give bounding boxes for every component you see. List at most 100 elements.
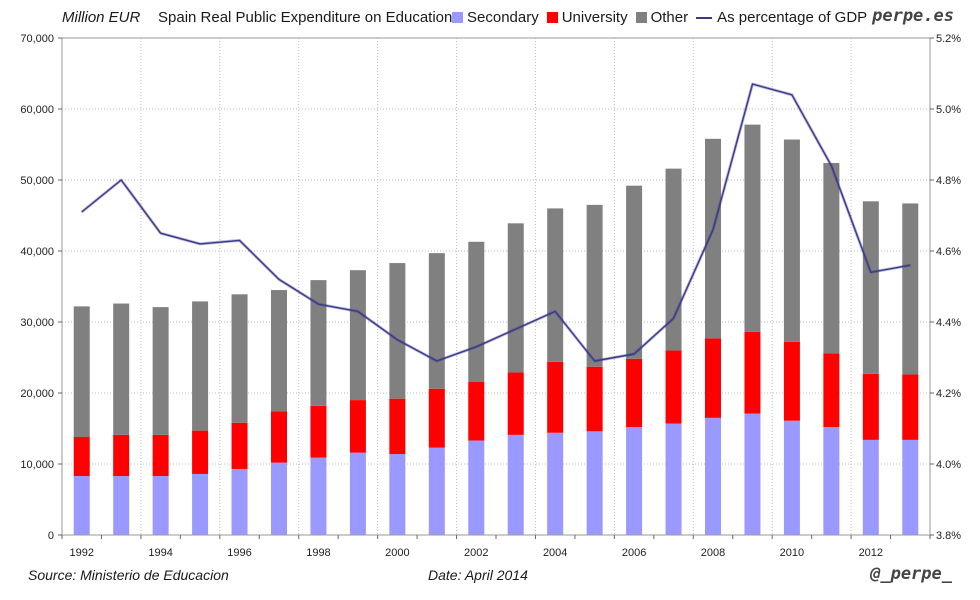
- gdp-line-path: [81, 83, 911, 362]
- bar-segment-university: [192, 430, 209, 474]
- axes: [58, 37, 934, 539]
- bar-segment-other: [665, 168, 682, 351]
- x-tick-label: 1996: [227, 547, 251, 559]
- bar-segment-university: [902, 374, 919, 440]
- tick-labels: 0 10,000 20,000 30,000 40,000 50,000 60,000 70,…: [20, 33, 961, 559]
- bar-segment-university: [468, 381, 485, 441]
- legend: Secondary University Other As percentage…: [452, 9, 875, 26]
- bar-segment-university: [231, 422, 248, 469]
- bar-segment-secondary: [665, 423, 682, 535]
- x-tick-label: 2006: [622, 547, 646, 559]
- bar-segment-secondary: [113, 476, 130, 535]
- y-tick-label: 30,000: [20, 317, 54, 329]
- bar-segment-secondary: [902, 439, 919, 535]
- x-tick-label: 2012: [859, 547, 883, 559]
- x-tick-label: 1998: [306, 547, 330, 559]
- y-tick-label: 10,000: [20, 459, 54, 471]
- legend-item-secondary: Secondary: [452, 9, 539, 26]
- brand-logo: perpe.es: [872, 6, 954, 26]
- bar-segment-other: [192, 301, 209, 431]
- bar-segment-other: [389, 263, 406, 399]
- bar-segment-other: [349, 270, 366, 401]
- bar-segment-secondary: [507, 434, 524, 535]
- bar-segment-secondary: [823, 427, 840, 535]
- x-tick-label: 1992: [69, 547, 93, 559]
- bar-segment-secondary: [73, 476, 90, 535]
- bar-segment-secondary: [271, 462, 287, 535]
- bar-segment-university: [152, 434, 169, 477]
- bar-segment-secondary: [862, 439, 879, 535]
- y2-tick-label: 5.0%: [936, 104, 961, 116]
- bar-segment-other: [547, 208, 564, 362]
- bars: [73, 124, 919, 535]
- legend-swatch-university: [546, 12, 558, 23]
- y2-tick-label: 4.8%: [936, 175, 961, 187]
- bar-segment-other: [823, 162, 840, 354]
- legend-label-university: University: [561, 9, 628, 26]
- legend-label-gdp: As percentage of GDP: [717, 9, 868, 26]
- legend-item-university: University: [546, 9, 628, 26]
- x-tick-label: 2008: [701, 547, 725, 559]
- y-tick-label: 40,000: [20, 246, 54, 258]
- bar-segment-university: [113, 434, 130, 477]
- y2-tick-label: 4.0%: [936, 459, 961, 471]
- bar-segment-university: [586, 366, 603, 432]
- bar-segment-secondary: [783, 420, 800, 535]
- legend-swatch-gdp: [696, 16, 713, 19]
- y2-tick-label: 4.4%: [936, 317, 961, 329]
- date-note: Date: April 2014: [428, 567, 528, 583]
- legend-label-secondary: Secondary: [467, 9, 539, 26]
- bar-segment-other: [862, 201, 879, 374]
- bar-segment-secondary: [705, 417, 721, 535]
- x-tick-label: 2000: [385, 547, 409, 559]
- bar-segment-university: [349, 400, 366, 453]
- y2-tick-label: 4.6%: [936, 246, 961, 258]
- bar-segment-other: [310, 280, 327, 406]
- bar-segment-other: [152, 307, 169, 435]
- bar-segment-university: [73, 437, 90, 477]
- bar-segment-other: [73, 306, 90, 438]
- bar-segment-other: [744, 124, 761, 332]
- bar-segment-other: [428, 253, 445, 389]
- source-note: Source: Ministerio de Educacion: [28, 567, 229, 583]
- bar-segment-other: [705, 138, 721, 339]
- bar-segment-other: [626, 185, 643, 359]
- x-tick-label: 2004: [543, 547, 567, 559]
- bar-segment-other: [507, 223, 524, 373]
- chart-title: Spain Real Public Expenditure on Educati…: [158, 9, 453, 26]
- y-tick-label: 70,000: [20, 33, 54, 45]
- legend-swatch-other: [635, 12, 647, 23]
- bar-segment-other: [783, 139, 800, 342]
- bar-segment-university: [744, 331, 761, 414]
- bar-segment-other: [902, 203, 919, 375]
- bar-segment-university: [547, 361, 564, 433]
- bar-segment-university: [862, 373, 879, 440]
- bar-segment-secondary: [586, 431, 603, 535]
- bar-segment-other: [468, 241, 485, 382]
- x-tick-label: 2010: [780, 547, 804, 559]
- y2-tick-label: 4.2%: [936, 388, 961, 400]
- bar-segment-university: [783, 341, 800, 421]
- y-tick-label: 0: [48, 530, 54, 542]
- bar-segment-secondary: [349, 452, 366, 535]
- y-axis-unit-label: Million EUR: [62, 9, 141, 26]
- bar-segment-university: [389, 398, 406, 455]
- bar-segment-university: [665, 350, 682, 424]
- legend-item-other: Other: [635, 9, 688, 26]
- bar-segment-secondary: [231, 468, 248, 535]
- x-tick-label: 1994: [148, 547, 172, 559]
- author-handle: @_perpe_: [870, 564, 952, 584]
- bar-segment-university: [823, 353, 840, 428]
- y-tick-label: 20,000: [20, 388, 54, 400]
- y2-tick-label: 5.2%: [936, 33, 961, 45]
- bar-segment-university: [626, 358, 643, 428]
- y-tick-label: 60,000: [20, 104, 54, 116]
- bar-segment-secondary: [744, 413, 761, 535]
- bar-segment-other: [231, 294, 248, 423]
- gdp-line: [80, 82, 911, 363]
- bar-segment-secondary: [389, 454, 406, 535]
- bar-segment-other: [271, 290, 287, 412]
- bar-segment-university: [428, 388, 445, 448]
- bar-segment-secondary: [547, 432, 564, 535]
